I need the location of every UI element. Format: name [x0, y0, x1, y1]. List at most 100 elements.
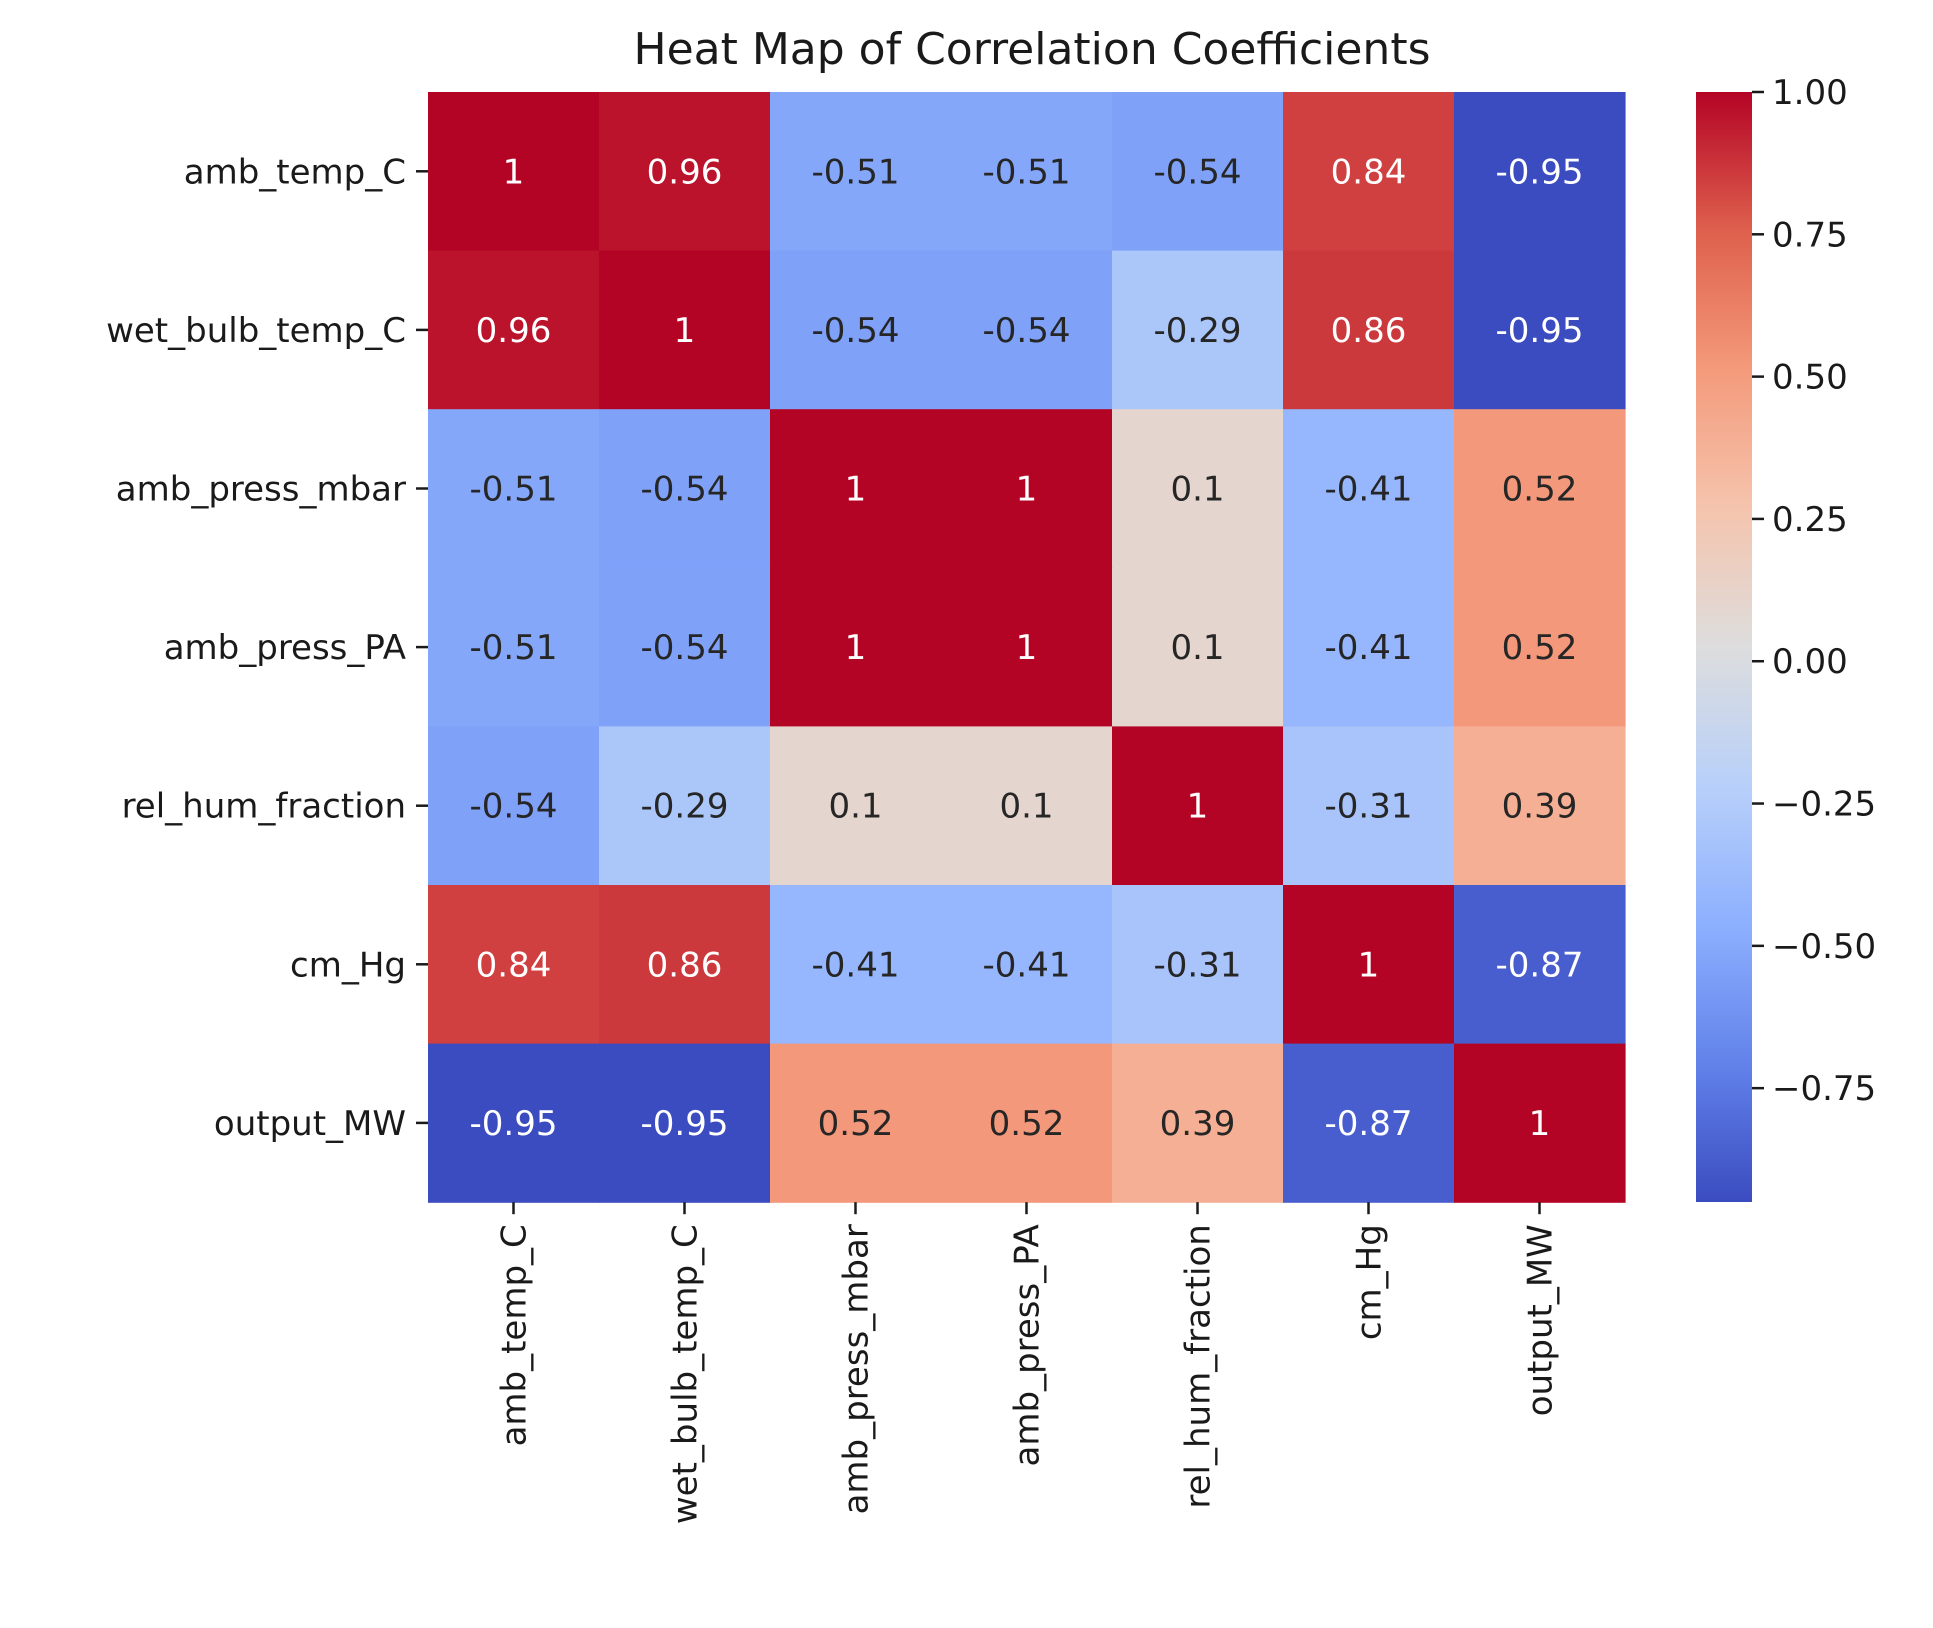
cell-value-label: 1: [1358, 945, 1380, 985]
heatmap-cell: [1283, 92, 1455, 252]
cell-value-label: 0.52: [1502, 628, 1578, 668]
cell-value-label: 0.84: [476, 945, 552, 985]
heatmap-cell: [1112, 1043, 1284, 1203]
heatmap-cell: [428, 885, 600, 1045]
cell-value-label: -0.95: [470, 1104, 558, 1144]
heatmap-cell: [770, 567, 942, 727]
heatmap-cell: [941, 885, 1113, 1045]
heatmap-cell: [1454, 92, 1626, 252]
cell-value-label: 0.52: [1502, 470, 1578, 510]
cell-value-label: -0.54: [470, 787, 558, 827]
colorbar-tick-label: −0.75: [1772, 1069, 1876, 1109]
cell-value-label: 0.39: [1502, 787, 1578, 827]
heatmap-cell: [599, 885, 771, 1045]
x-tick-label: amb_press_PA: [1008, 1224, 1048, 1466]
y-tick-label: amb_temp_C: [184, 152, 406, 192]
cell-value-label: -0.31: [1154, 945, 1242, 985]
heatmap-cell: [599, 726, 771, 886]
heatmap-cell: [428, 250, 600, 410]
cell-value-label: -0.41: [1325, 470, 1413, 510]
cell-value-label: 0.39: [1160, 1104, 1236, 1144]
cell-value-label: 0.96: [647, 152, 723, 192]
x-tick-label: amb_press_mbar: [837, 1224, 877, 1514]
colorbar-tick-label: 0.25: [1772, 500, 1848, 540]
heatmap-cell: [770, 92, 942, 252]
heatmap-cell: [941, 92, 1113, 252]
cell-value-label: -0.51: [470, 628, 558, 668]
heatmap-cell: [1283, 409, 1455, 569]
heatmap-cell: [1454, 250, 1626, 410]
heatmap-cell: [1454, 409, 1626, 569]
colorbar: 1.00 0.75 0.50 0.25 0.00 −0.25 −0.50 −0.75: [1696, 73, 1876, 1202]
heatmap-cell: [599, 567, 771, 727]
colorbar-tick-label: 0.50: [1772, 358, 1848, 398]
cell-value-label: -0.87: [1325, 1104, 1413, 1144]
x-tick-label: output_MW: [1521, 1224, 1561, 1416]
cell-value-label: 0.86: [1331, 311, 1407, 351]
cell-value-label: -0.54: [641, 470, 729, 510]
cell-value-label: -0.54: [983, 311, 1071, 351]
heatmap-cells: [428, 92, 1626, 1203]
heatmap-cell: [1454, 567, 1626, 727]
cell-value-label: 0.1: [828, 787, 882, 827]
cell-value-label: -0.54: [641, 628, 729, 668]
cell-value-label: 1: [674, 311, 696, 351]
heatmap-cell: [941, 567, 1113, 727]
heatmap-cell: [941, 250, 1113, 410]
heatmap-cell: [428, 567, 600, 727]
heatmap-cell: [941, 409, 1113, 569]
cell-annotations: 1 0.96 -0.51 -0.51 -0.54 0.84 -0.95 0.96 1 -0.54 -…: [470, 152, 1584, 1144]
cell-value-label: -0.41: [1325, 628, 1413, 668]
colorbar-tick-label: −0.25: [1772, 785, 1876, 825]
heatmap-cell: [1112, 409, 1284, 569]
heatmap-cell: [941, 1043, 1113, 1203]
heatmap-cell: [428, 92, 600, 252]
cell-value-label: 0.86: [647, 945, 723, 985]
cell-value-label: 0.1: [1170, 628, 1224, 668]
y-tick-label: cm_Hg: [290, 945, 406, 985]
x-axis-ticks: amb_temp_C wet_bulb_temp_C amb_press_mbar a…: [495, 1202, 1561, 1524]
cell-value-label: -0.54: [812, 311, 900, 351]
colorbar-tick-label: 0.75: [1772, 215, 1848, 255]
cell-value-label: 1: [503, 152, 525, 192]
cell-value-label: 1: [845, 470, 867, 510]
cell-value-label: -0.51: [470, 470, 558, 510]
heatmap-cell: [1112, 567, 1284, 727]
cell-value-label: 0.52: [989, 1104, 1065, 1144]
heatmap-cell: [599, 409, 771, 569]
cell-value-label: -0.31: [1325, 787, 1413, 827]
cell-value-label: 0.96: [476, 311, 552, 351]
heatmap-cell: [941, 726, 1113, 886]
heatmap-cell: [599, 250, 771, 410]
cell-value-label: -0.41: [983, 945, 1071, 985]
y-axis-ticks: amb_temp_C wet_bulb_temp_C amb_press_mbara…: [106, 152, 428, 1144]
y-tick-label: amb_press_PA: [164, 628, 406, 668]
heatmap-cell: [1283, 250, 1455, 410]
cell-value-label: 1: [845, 628, 867, 668]
cell-value-label: -0.54: [1154, 152, 1242, 192]
heatmap-cell: [1283, 1043, 1455, 1203]
x-tick-label: wet_bulb_temp_C: [666, 1224, 706, 1524]
cell-value-label: -0.41: [812, 945, 900, 985]
heatmap-cell: [428, 1043, 600, 1203]
cell-value-label: -0.87: [1496, 945, 1584, 985]
heatmap-cell: [599, 92, 771, 252]
heatmap-cell: [428, 726, 600, 886]
colorbar-tick-label: −0.50: [1772, 927, 1876, 967]
cell-value-label: -0.29: [1154, 311, 1242, 351]
heatmap-cell: [1454, 885, 1626, 1045]
y-tick-label: output_MW: [214, 1104, 406, 1144]
chart-title: Heat Map of Correlation Coefficients: [633, 24, 1430, 75]
heatmap-cell: [1454, 1043, 1626, 1203]
cell-value-label: -0.95: [1496, 311, 1584, 351]
cell-value-label: -0.51: [983, 152, 1071, 192]
cell-value-label: 1: [1016, 470, 1038, 510]
heatmap-cell: [1112, 726, 1284, 886]
heatmap-cell: [1283, 567, 1455, 727]
cell-value-label: 0.1: [1170, 470, 1224, 510]
cell-value-label: 1: [1529, 1104, 1551, 1144]
heatmap-cell: [428, 409, 600, 569]
cell-value-label: 1: [1187, 787, 1209, 827]
colorbar-tick-label: 0.00: [1772, 642, 1848, 682]
